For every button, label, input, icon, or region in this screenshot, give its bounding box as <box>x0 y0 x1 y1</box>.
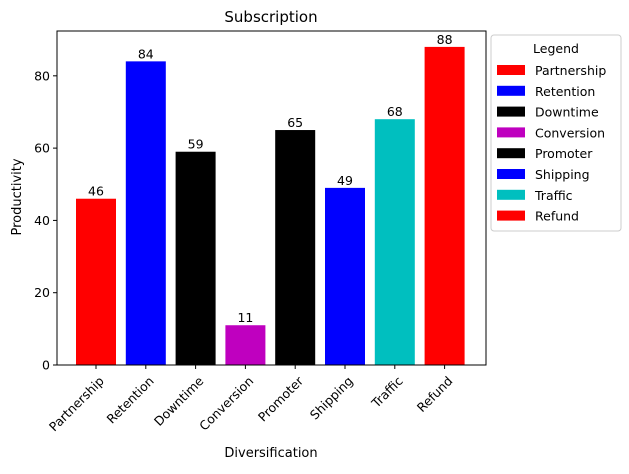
legend-label: Retention <box>535 84 595 99</box>
bar <box>374 119 415 366</box>
bar <box>275 130 316 365</box>
x-tick-label: Refund <box>414 373 456 415</box>
chart-title: Subscription <box>224 8 317 26</box>
bar-value-label: 88 <box>437 32 453 47</box>
legend-label: Refund <box>535 209 579 224</box>
y-axis: 0 20 40 60 80 <box>34 68 57 373</box>
legend-swatch <box>497 127 525 138</box>
legend-box <box>490 34 622 232</box>
bar-value-label: 84 <box>138 46 154 61</box>
legend-swatch <box>497 65 525 75</box>
bars <box>76 46 465 366</box>
bar-value-label: 49 <box>337 173 353 188</box>
x-axis: PartnershipRetentionDowntimeConversionPr… <box>46 365 456 434</box>
bar-value-label: 65 <box>287 115 303 130</box>
legend-label: Partnership <box>535 63 606 78</box>
bar-value-label: 68 <box>387 104 403 119</box>
y-tick-label: 20 <box>34 285 50 300</box>
bar-value-label: 46 <box>88 184 104 199</box>
bar-value-label: 59 <box>188 137 204 152</box>
x-tick-label: Retention <box>103 373 156 426</box>
bar <box>424 46 465 366</box>
legend-label: Shipping <box>535 167 590 182</box>
x-tick-label: Shipping <box>307 373 356 422</box>
legend-label: Traffic <box>534 188 573 203</box>
legend-swatch <box>497 189 525 200</box>
bar <box>175 151 216 365</box>
y-tick-label: 40 <box>34 213 50 228</box>
x-tick-label: Partnership <box>46 373 107 434</box>
y-tick-label: 80 <box>34 68 50 83</box>
y-tick-label: 0 <box>42 358 50 373</box>
bar <box>225 325 266 365</box>
legend-swatch <box>497 169 525 179</box>
legend-swatch <box>497 106 525 117</box>
x-axis-label: Diversification <box>224 446 317 461</box>
bar-value-label: 11 <box>237 310 253 325</box>
x-tick-label: Promoter <box>255 373 307 425</box>
legend-entries: Partnership Retention Downtime Conversion Pr… <box>497 63 606 224</box>
x-tick-label: Conversion <box>196 373 256 433</box>
bar <box>76 198 116 365</box>
legend-label: Promoter <box>535 146 593 161</box>
plot-frame <box>56 30 487 366</box>
bar <box>125 61 166 365</box>
y-axis-label: Productivity <box>10 158 25 235</box>
bar-value-labels: 46 84 59 11 65 49 68 88 <box>88 32 453 325</box>
bar <box>325 187 365 365</box>
legend-label: Downtime <box>535 105 599 120</box>
legend-label: Conversion <box>535 125 605 140</box>
legend: Legend Partnership Retention Downtime Conve… <box>490 34 622 232</box>
x-tick-label: Traffic <box>368 373 406 411</box>
y-tick-label: 60 <box>34 141 50 156</box>
legend-swatch <box>497 210 525 221</box>
legend-title: Legend <box>533 41 579 56</box>
legend-swatch <box>497 148 525 159</box>
legend-swatch <box>497 85 525 96</box>
